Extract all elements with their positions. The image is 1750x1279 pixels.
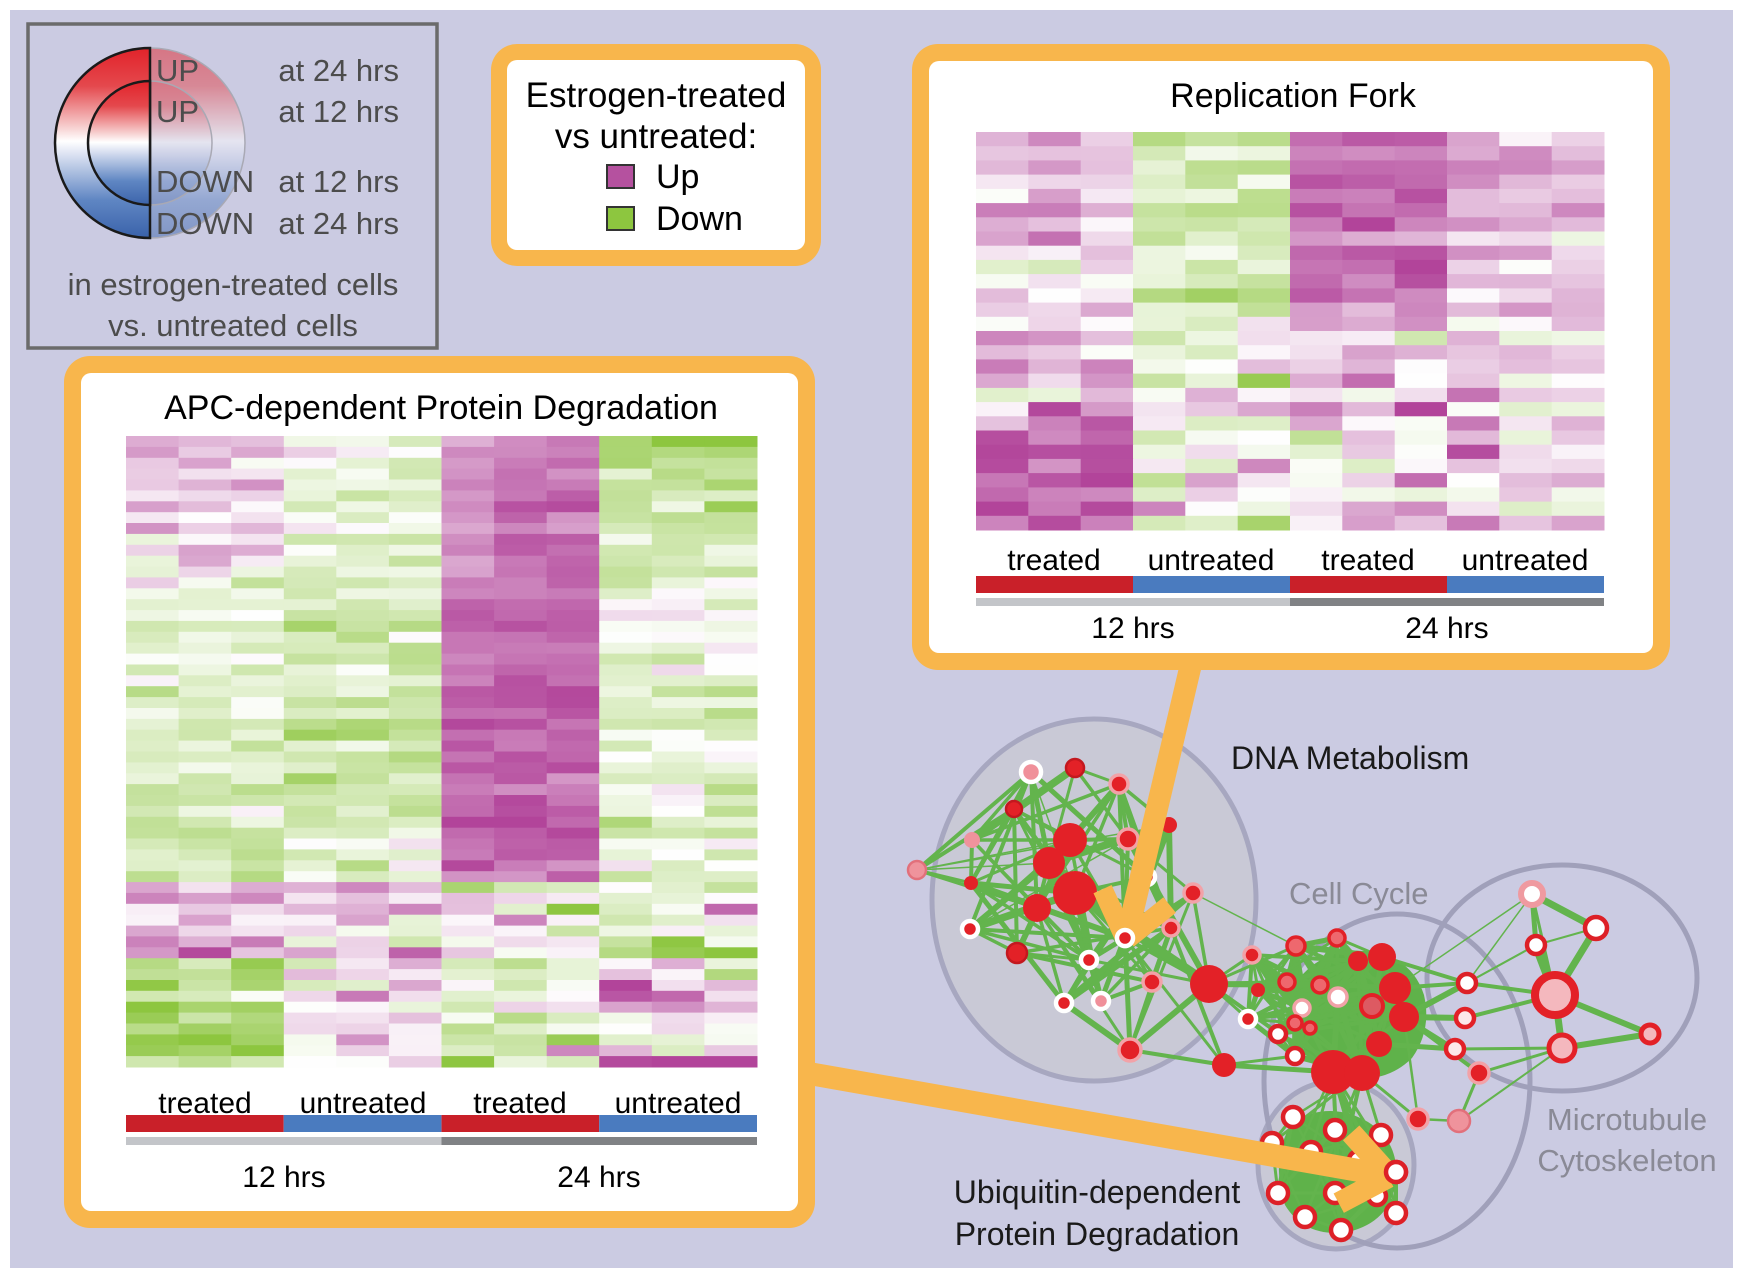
svg-text:untreated: untreated [615, 1087, 742, 1120]
svg-text:24 hrs: 24 hrs [1405, 612, 1488, 645]
svg-text:Cell Cycle: Cell Cycle [1289, 876, 1429, 911]
svg-text:Estrogen-treated: Estrogen-treated [526, 76, 787, 115]
svg-text:Down: Down [656, 200, 743, 238]
svg-text:Ubiquitin-dependent: Ubiquitin-dependent [954, 1174, 1241, 1210]
svg-text:untreated: untreated [1462, 544, 1589, 577]
svg-text:vs. untreated cells: vs. untreated cells [108, 308, 358, 343]
svg-text:treated: treated [1321, 544, 1414, 577]
svg-text:untreated: untreated [300, 1087, 427, 1120]
svg-text:Cytoskeleton: Cytoskeleton [1537, 1143, 1716, 1178]
svg-text:untreated: untreated [1148, 544, 1275, 577]
svg-text:treated: treated [473, 1087, 566, 1120]
svg-text:Protein Degradation: Protein Degradation [955, 1216, 1240, 1252]
svg-text:treated: treated [158, 1087, 251, 1120]
svg-text:treated: treated [1007, 544, 1100, 577]
svg-text:in estrogen-treated cells: in estrogen-treated cells [68, 267, 399, 302]
svg-text:DNA Metabolism: DNA Metabolism [1231, 740, 1469, 776]
svg-text:at 24 hrs: at 24 hrs [278, 53, 399, 88]
svg-text:UP: UP [156, 94, 199, 129]
svg-text:Up: Up [656, 158, 699, 196]
svg-text:24 hrs: 24 hrs [557, 1161, 640, 1194]
svg-text:12 hrs: 12 hrs [1091, 612, 1174, 645]
svg-text:12 hrs: 12 hrs [242, 1161, 325, 1194]
svg-text:Microtubule: Microtubule [1547, 1102, 1707, 1137]
svg-text:vs untreated:: vs untreated: [555, 117, 757, 156]
svg-text:at 12 hrs: at 12 hrs [278, 94, 399, 129]
svg-text:DOWN: DOWN [156, 206, 254, 241]
svg-text:DOWN: DOWN [156, 164, 254, 199]
svg-text:at 24 hrs: at 24 hrs [278, 206, 399, 241]
svg-text:at 12 hrs: at 12 hrs [278, 164, 399, 199]
svg-text:Replication Fork: Replication Fork [1170, 77, 1417, 115]
svg-text:UP: UP [156, 53, 199, 88]
svg-text:APC-dependent Protein Degradat: APC-dependent Protein Degradation [164, 389, 718, 427]
